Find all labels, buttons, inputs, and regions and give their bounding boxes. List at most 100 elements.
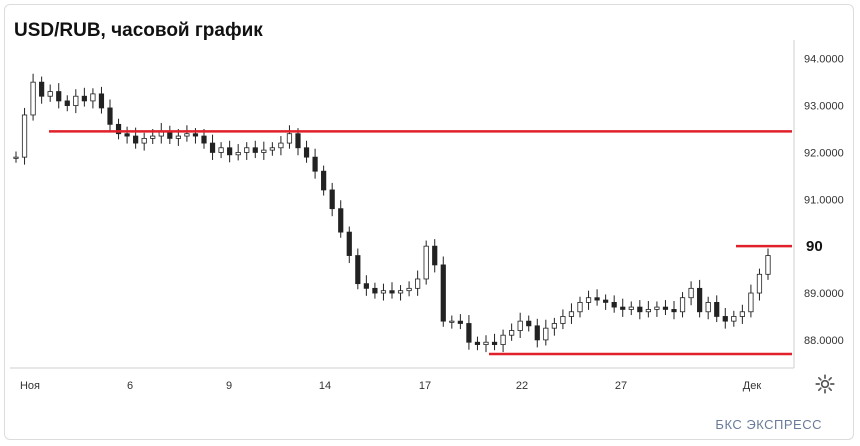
candle-body [261,149,267,153]
candle-body [517,320,523,331]
candle-body [440,264,446,322]
candle-body [244,147,250,153]
candle-body [90,93,96,102]
candle-body [107,107,113,125]
candle-body [252,147,258,153]
candle-body [543,327,549,341]
candle-body [175,135,181,139]
candle-body [722,316,728,322]
candle-body [560,316,566,324]
candle-body [534,325,540,341]
candle-body [577,301,583,313]
y-ticks: 94.0000 93.0000 92.0000 91.0000 89.0000 88.00… [804,54,844,347]
candle-body [227,147,233,156]
candle-body [39,81,45,97]
candle-body [184,133,190,137]
candle-body [406,287,412,292]
candle-body [474,341,481,345]
candle-body [278,142,284,149]
y-tick-label: 93.0000 [804,101,844,113]
y-tick-label: 91.0000 [804,194,844,206]
candle-body [449,320,455,323]
candle-body [483,341,489,345]
candle-body [235,152,241,156]
y-tick-label: 88.0000 [804,335,844,347]
candle-body [466,323,472,343]
candle-body [705,301,711,313]
y-tick-label: 89.0000 [804,288,844,300]
candle-body [756,273,763,294]
candle-body [329,189,335,210]
candle-body [286,133,293,144]
brand-logo-text: БКС ЭКСПРЕСС [715,417,822,432]
candle-body [603,299,609,303]
candle-body [218,147,224,153]
candle-body [397,290,404,294]
candle-body [73,95,79,106]
candle-body [363,283,369,289]
candle-body [380,290,387,294]
candle-body [637,306,643,313]
candle-body [765,255,771,275]
x-tick-label: 22 [516,380,528,392]
x-tick-label: 27 [615,380,627,392]
candle-body [64,100,70,106]
candle-body [654,306,660,310]
candle-body [679,297,686,313]
candle-body [192,133,199,137]
candle-body [415,278,421,289]
candle-body [372,287,378,294]
candle-body [321,170,327,191]
candle-body [500,334,506,345]
candle-body [594,297,600,301]
x-tick-label: 6 [127,380,133,392]
candle-body [346,231,352,256]
candle-body [312,156,318,172]
candle-body [688,287,694,299]
candle-body [141,137,147,144]
candle-body [209,142,216,153]
candle-body [457,320,463,324]
candle-body [201,135,207,144]
candle-body [714,301,720,317]
x-tick-label: 9 [226,380,232,392]
candle-body [509,330,515,336]
candle-body [295,133,301,149]
candle-body [124,133,130,137]
candle-body [303,147,310,158]
candle-body [115,123,122,135]
candle-body [671,309,677,313]
candle-body [355,255,361,285]
candle-body [526,320,532,327]
candle-body [389,290,395,294]
candle-body [98,93,105,109]
candle-body [645,309,651,313]
candle-body [13,156,19,159]
candle-body [150,135,156,139]
x-tick-label: 17 [419,380,431,392]
chart-frame [4,4,854,440]
y-tick-label: 94.0000 [804,54,844,66]
candle-body [21,114,28,158]
x-tick-label: Дек [743,380,762,392]
candle-body [662,306,669,310]
y-tick-label: 92.0000 [804,147,844,159]
brand-logo: БКС ЭКСПРЕСС [715,417,822,432]
candle-body [81,95,87,102]
candle-body [748,292,754,313]
candle-body [568,311,575,317]
x-tick-label: Ноя [20,380,40,392]
candle-body [338,208,344,233]
candle-body [628,306,634,310]
level-label: 90 [806,238,823,255]
candle-body [423,245,429,280]
candle-body [47,91,53,97]
gear-icon[interactable] [815,374,835,394]
candle-body [551,323,557,329]
candle-body [620,306,626,310]
candle-body [731,316,737,322]
candle-body [611,301,617,308]
x-tick-label: 14 [319,380,331,392]
candle-body [56,91,62,102]
